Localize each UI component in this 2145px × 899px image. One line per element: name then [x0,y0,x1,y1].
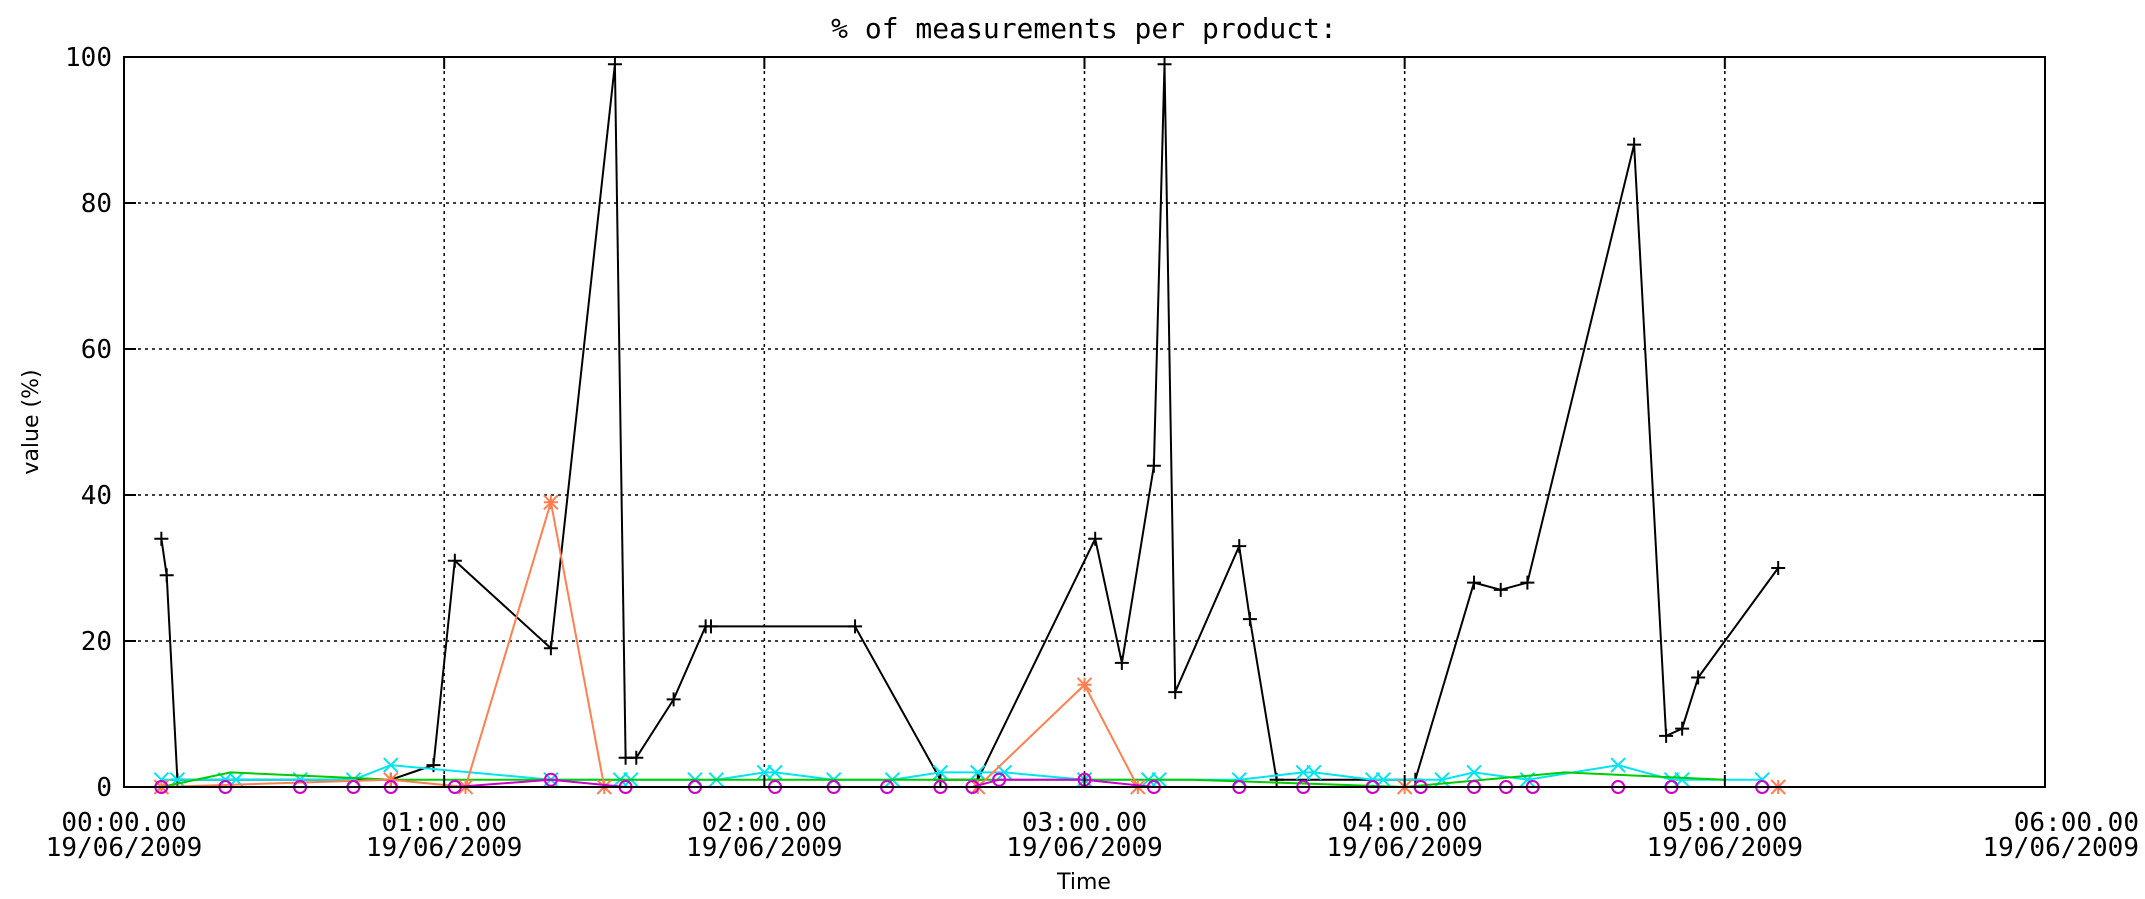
data-point [1168,685,1183,700]
data-point [383,757,399,773]
x-tick-date-label: 19/06/2009 [1326,833,1483,863]
data-point [1691,670,1706,685]
grid [124,57,2045,787]
data-point [970,764,986,781]
data-point [1493,582,1508,597]
x-tick-date-label: 19/06/2009 [46,833,203,863]
data-point [447,553,462,568]
data-point [1610,757,1626,773]
x-tick-time-label: 00:00.00 [61,808,186,838]
series-3 [161,771,1725,789]
data-point [996,764,1013,781]
x-tick-date-label: 19/06/2009 [366,833,523,863]
x-tick-date-label: 19/06/2009 [1647,833,1804,863]
data-point [1466,764,1482,781]
chart-title: % of measurements per product: [831,12,1337,45]
series-line [161,771,1725,789]
x-tick-time-label: 04:00.00 [1342,808,1467,838]
x-tick-time-label: 03:00.00 [1022,808,1147,838]
y-tick-label: 60 [81,335,112,365]
data-point [767,764,783,781]
x-tick-time-label: 02:00.00 [702,808,827,838]
data-point [629,750,644,765]
data-point [1232,539,1247,554]
data-point [543,494,559,511]
data-point [1306,764,1322,781]
data-point [1146,458,1161,473]
data-point [1659,728,1674,743]
data-point [607,57,622,72]
x-tick-date-label: 19/06/2009 [686,833,843,863]
x-tick-time-label: 05:00.00 [1662,808,1787,838]
data-point [1242,612,1257,627]
data-point [543,641,558,656]
y-axis: 0 20 40 60 80 100 [65,43,2045,803]
y-tick-label: 20 [81,627,112,657]
data-point [932,764,949,781]
data-point [666,692,681,707]
data-point [1467,575,1482,590]
data-point [1157,57,1172,72]
series-line [161,764,1763,781]
y-tick-label: 80 [81,189,112,219]
data-point [1771,561,1786,575]
data-point [1088,531,1103,546]
data-point [383,771,399,788]
data-point [1675,721,1690,736]
data-point [543,772,558,787]
y-tick-label: 100 [65,43,112,73]
x-axis: 00:00.0019/06/200901:00.0019/06/200902:0… [46,57,2139,863]
y-axis-label: value (%) [19,369,44,474]
data-point [154,531,169,546]
data-point [159,568,174,583]
x-tick-date-label: 19/06/2009 [1982,833,2139,863]
x-tick-date-label: 19/06/2009 [1006,833,1163,863]
data-point [1114,655,1129,670]
data-point [703,619,718,634]
data-point [848,619,863,634]
y-tick-label: 40 [81,481,112,511]
data-point [1520,575,1535,590]
x-tick-time-label: 01:00.00 [382,808,507,838]
x-tick-time-label: 06:00.00 [2014,808,2139,838]
data-point [992,772,1007,787]
data-point [1627,137,1642,152]
data-point [1076,677,1093,693]
y-tick-label: 0 [96,773,112,803]
x-axis-label: Time [1056,870,1111,895]
